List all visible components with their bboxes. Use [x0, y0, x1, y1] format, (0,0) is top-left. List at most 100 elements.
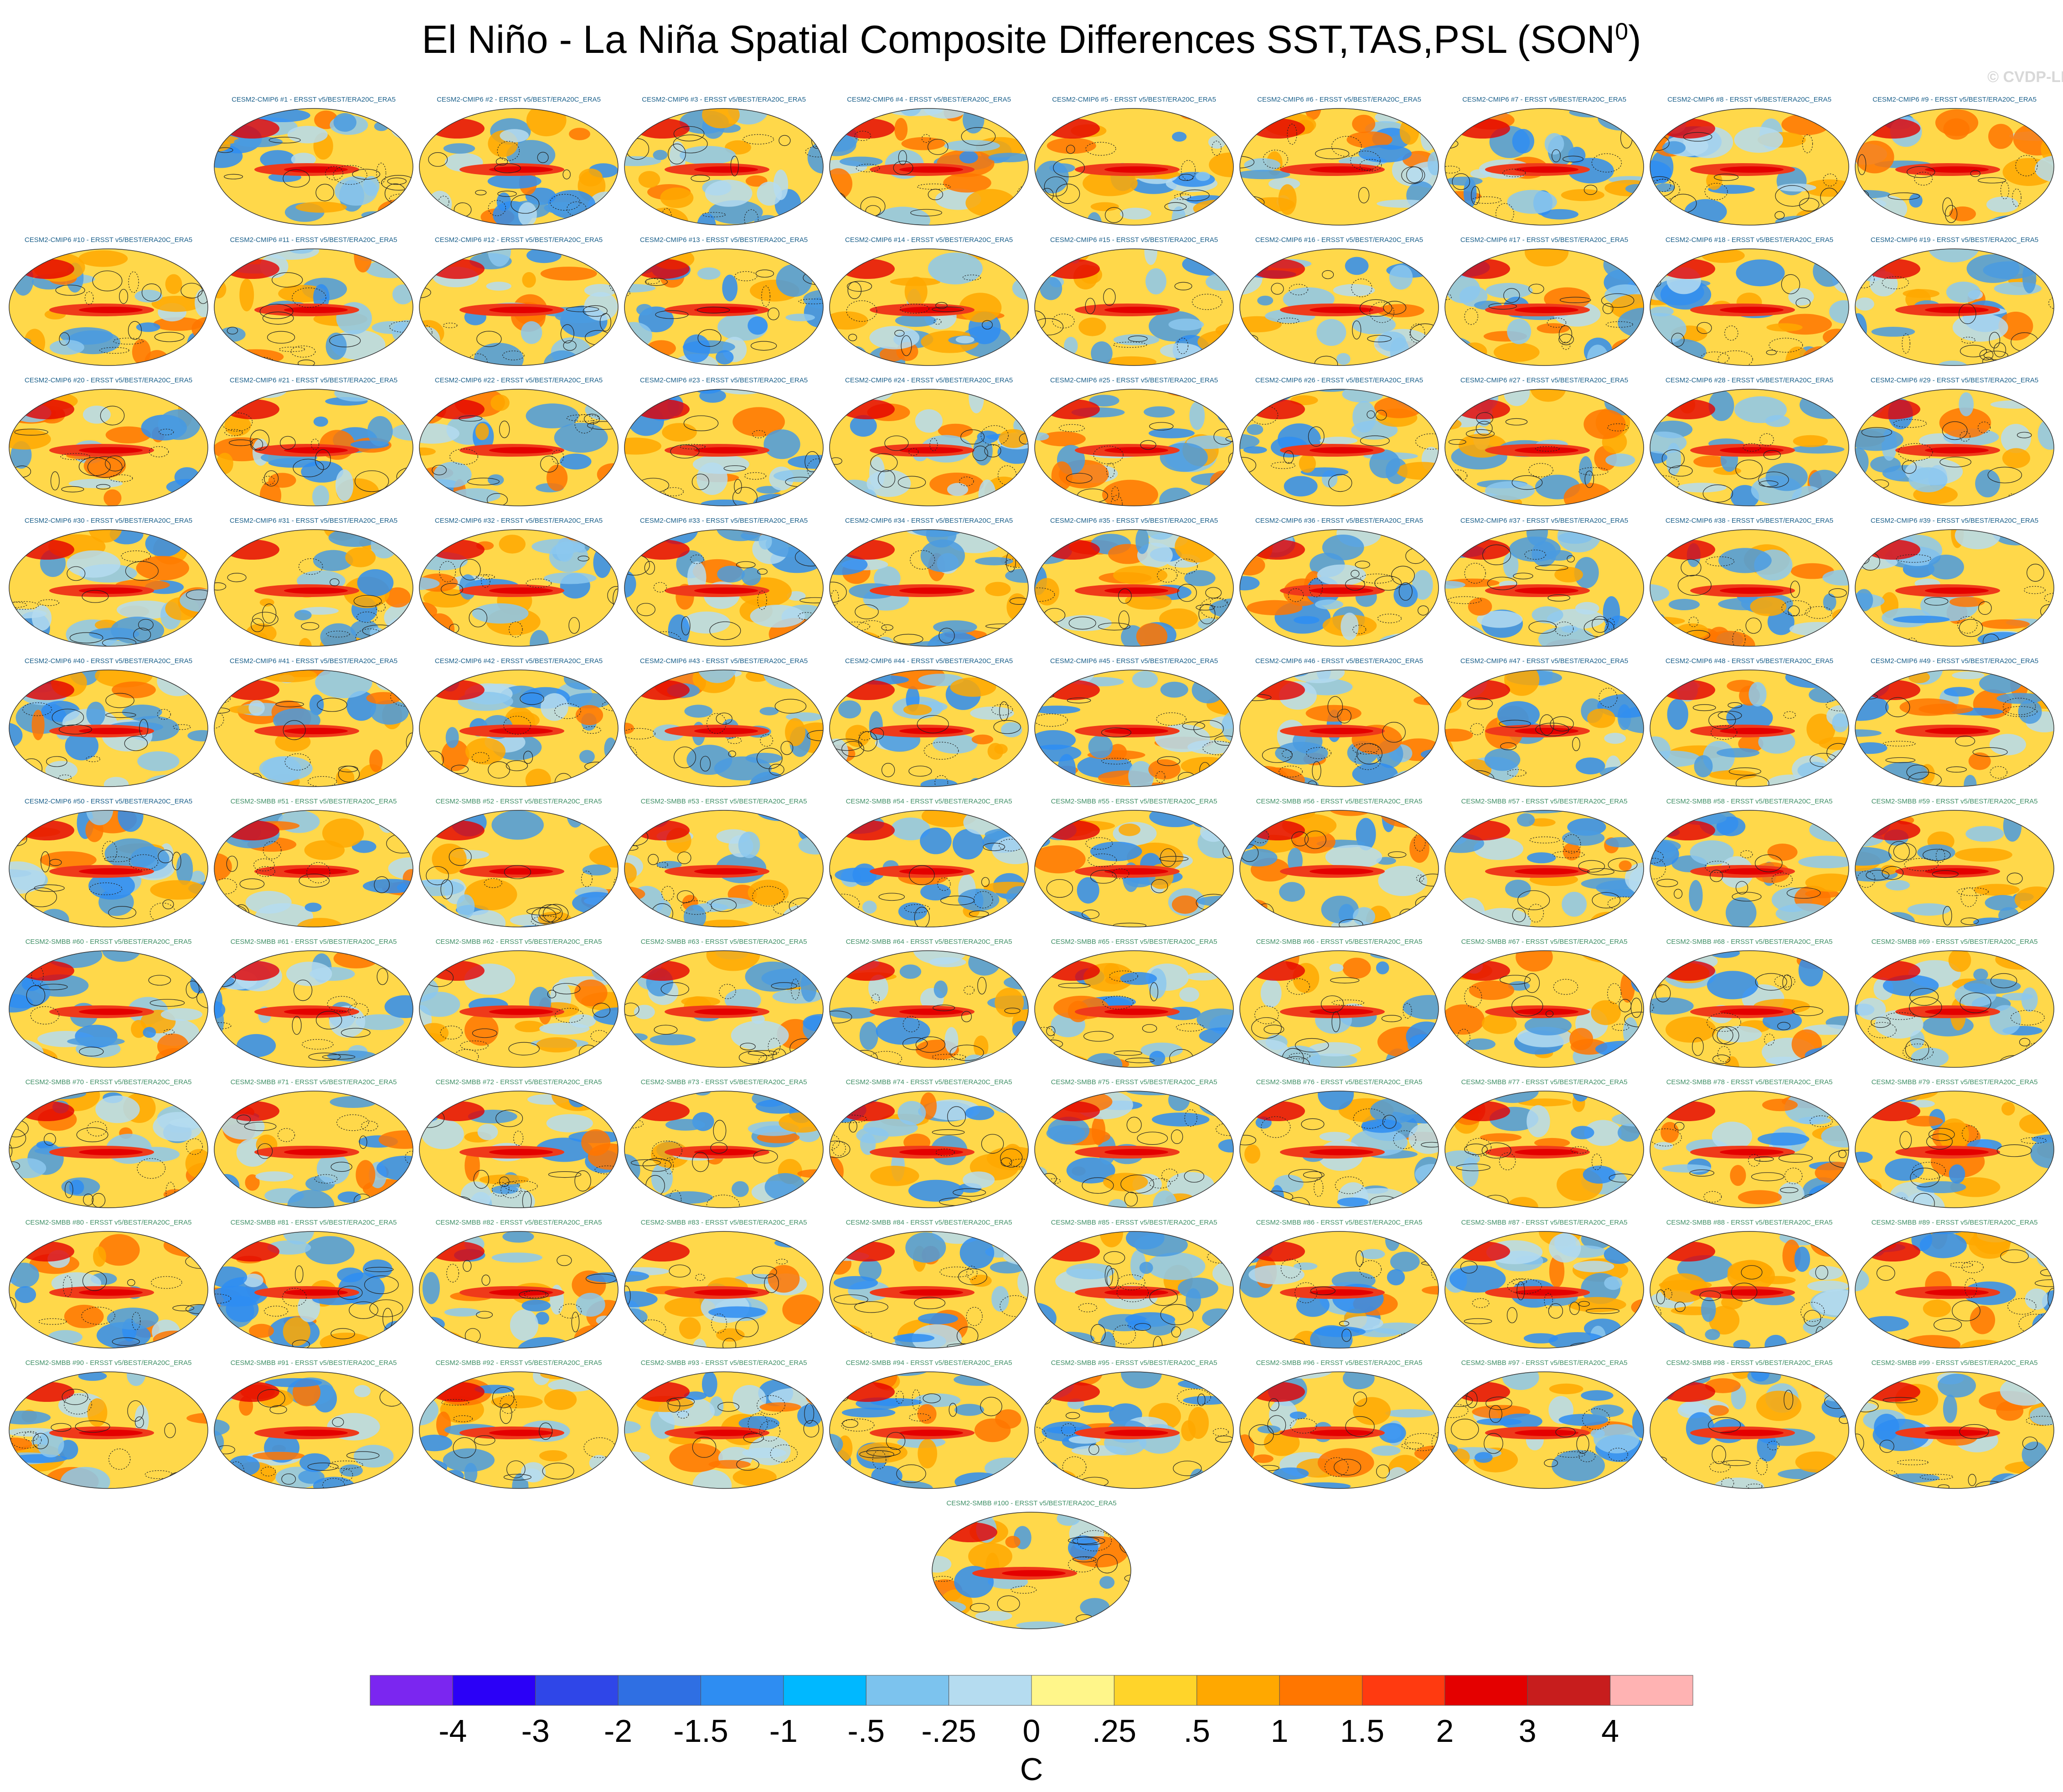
panel-label: CESM2-SMBB #79 - ERSST v5/BEST/ERA20C_ER…: [1871, 1078, 2038, 1086]
panel-label: CESM2-SMBB #96 - ERSST v5/BEST/ERA20C_ER…: [1256, 1359, 1423, 1367]
map-panel: CESM2-CMIP6 #23 - ERSST v5/BEST/ERA20C_E…: [621, 376, 826, 509]
globe-map: [1034, 950, 1234, 1068]
map-panel: CESM2-CMIP6 #15 - ERSST v5/BEST/ERA20C_E…: [1032, 236, 1237, 368]
panel-label: CESM2-CMIP6 #4 - ERSST v5/BEST/ERA20C_ER…: [847, 96, 1011, 103]
map-panel: CESM2-SMBB #74 - ERSST v5/BEST/ERA20C_ER…: [826, 1078, 1032, 1210]
globe-map: [419, 1231, 619, 1349]
map-panel: CESM2-CMIP6 #11 - ERSST v5/BEST/ERA20C_E…: [211, 236, 416, 368]
map-panel: CESM2-CMIP6 #5 - ERSST v5/BEST/ERA20C_ER…: [1032, 96, 1237, 228]
panel-label: CESM2-CMIP6 #33 - ERSST v5/BEST/ERA20C_E…: [640, 517, 808, 525]
panel-label: CESM2-CMIP6 #34 - ERSST v5/BEST/ERA20C_E…: [845, 517, 1013, 525]
map-panel: CESM2-CMIP6 #37 - ERSST v5/BEST/ERA20C_E…: [1442, 517, 1647, 649]
panel-label: CESM2-CMIP6 #20 - ERSST v5/BEST/ERA20C_E…: [24, 376, 193, 384]
map-panel: CESM2-SMBB #100 - ERSST v5/BEST/ERA20C_E…: [929, 1499, 1134, 1632]
globe-map: [624, 1371, 824, 1489]
map-panel: CESM2-CMIP6 #7 - ERSST v5/BEST/ERA20C_ER…: [1442, 96, 1647, 228]
map-panel: CESM2-CMIP6 #13 - ERSST v5/BEST/ERA20C_E…: [621, 236, 826, 368]
map-panel: CESM2-SMBB #72 - ERSST v5/BEST/ERA20C_ER…: [416, 1078, 621, 1210]
colorbar-tick-label: 1.5: [1340, 1713, 1384, 1749]
globe-map: [1444, 950, 1644, 1068]
panel-label: CESM2-CMIP6 #25 - ERSST v5/BEST/ERA20C_E…: [1050, 376, 1218, 384]
map-panel: CESM2-SMBB #62 - ERSST v5/BEST/ERA20C_ER…: [416, 938, 621, 1070]
map-panel: CESM2-CMIP6 #31 - ERSST v5/BEST/ERA20C_E…: [211, 517, 416, 649]
colorbar-tick-label: -4: [438, 1713, 467, 1749]
globe-map: [419, 108, 619, 226]
panel-label: CESM2-SMBB #54 - ERSST v5/BEST/ERA20C_ER…: [846, 798, 1012, 805]
globe-map: [1650, 1091, 1849, 1208]
globe-map: [1855, 248, 2054, 366]
globe-map: [1034, 810, 1234, 927]
globe-map: [1650, 248, 1849, 366]
panel-label: CESM2-SMBB #84 - ERSST v5/BEST/ERA20C_ER…: [846, 1219, 1012, 1226]
map-panel: CESM2-SMBB #57 - ERSST v5/BEST/ERA20C_ER…: [1442, 798, 1647, 930]
panel-label: CESM2-CMIP6 #9 - ERSST v5/BEST/ERA20C_ER…: [1872, 96, 2037, 103]
panel-label: CESM2-SMBB #65 - ERSST v5/BEST/ERA20C_ER…: [1051, 938, 1217, 946]
panel-label: CESM2-SMBB #61 - ERSST v5/BEST/ERA20C_ER…: [230, 938, 397, 946]
panel-label: CESM2-CMIP6 #5 - ERSST v5/BEST/ERA20C_ER…: [1052, 96, 1216, 103]
colorbar-tick-label: -1: [769, 1713, 798, 1749]
globe-map: [9, 1371, 208, 1489]
map-panel: CESM2-CMIP6 #14 - ERSST v5/BEST/ERA20C_E…: [826, 236, 1032, 368]
panel-label: CESM2-SMBB #85 - ERSST v5/BEST/ERA20C_ER…: [1051, 1219, 1217, 1226]
globe-map: [1034, 1371, 1234, 1489]
globe-map: [9, 389, 208, 506]
panel-label: CESM2-SMBB #58 - ERSST v5/BEST/ERA20C_ER…: [1666, 798, 1833, 805]
title-superscript: 0: [1615, 18, 1628, 45]
map-panel: CESM2-CMIP6 #50 - ERSST v5/BEST/ERA20C_E…: [6, 798, 211, 930]
map-panel: CESM2-SMBB #89 - ERSST v5/BEST/ERA20C_ER…: [1852, 1219, 2057, 1351]
map-panel: CESM2-SMBB #55 - ERSST v5/BEST/ERA20C_ER…: [1032, 798, 1237, 930]
globe-map: [1239, 950, 1439, 1068]
globe-map: [214, 1091, 413, 1208]
panel-label: CESM2-CMIP6 #35 - ERSST v5/BEST/ERA20C_E…: [1050, 517, 1218, 525]
map-panel: CESM2-SMBB #58 - ERSST v5/BEST/ERA20C_ER…: [1647, 798, 1852, 930]
globe-map: [9, 1231, 208, 1349]
map-panel: CESM2-SMBB #98 - ERSST v5/BEST/ERA20C_ER…: [1647, 1359, 1852, 1491]
globe-map: [1034, 669, 1234, 787]
panel-label: CESM2-CMIP6 #27 - ERSST v5/BEST/ERA20C_E…: [1460, 376, 1629, 384]
globe-map: [214, 950, 413, 1068]
map-panel: CESM2-CMIP6 #28 - ERSST v5/BEST/ERA20C_E…: [1647, 376, 1852, 509]
map-panel: CESM2-CMIP6 #22 - ERSST v5/BEST/ERA20C_E…: [416, 376, 621, 509]
panel-label: CESM2-CMIP6 #12 - ERSST v5/BEST/ERA20C_E…: [434, 236, 603, 244]
panel-label: CESM2-SMBB #68 - ERSST v5/BEST/ERA20C_ER…: [1666, 938, 1833, 946]
panel-label: CESM2-SMBB #97 - ERSST v5/BEST/ERA20C_ER…: [1461, 1359, 1628, 1367]
map-panel: CESM2-CMIP6 #26 - ERSST v5/BEST/ERA20C_E…: [1237, 376, 1442, 509]
panel-label: CESM2-SMBB #95 - ERSST v5/BEST/ERA20C_ER…: [1051, 1359, 1217, 1367]
map-panel: CESM2-SMBB #83 - ERSST v5/BEST/ERA20C_ER…: [621, 1219, 826, 1351]
globe-map: [1444, 529, 1644, 647]
panel-label: CESM2-SMBB #53 - ERSST v5/BEST/ERA20C_ER…: [640, 798, 807, 805]
map-panel: CESM2-SMBB #91 - ERSST v5/BEST/ERA20C_ER…: [211, 1359, 416, 1491]
map-panel: CESM2-SMBB #69 - ERSST v5/BEST/ERA20C_ER…: [1852, 938, 2057, 1070]
panel-label: CESM2-SMBB #66 - ERSST v5/BEST/ERA20C_ER…: [1256, 938, 1423, 946]
panel-label: CESM2-CMIP6 #49 - ERSST v5/BEST/ERA20C_E…: [1870, 657, 2039, 665]
globe-map: [214, 669, 413, 787]
map-panel: CESM2-CMIP6 #17 - ERSST v5/BEST/ERA20C_E…: [1442, 236, 1647, 368]
map-panel: CESM2-CMIP6 #36 - ERSST v5/BEST/ERA20C_E…: [1237, 517, 1442, 649]
map-panel: CESM2-CMIP6 #33 - ERSST v5/BEST/ERA20C_E…: [621, 517, 826, 649]
panel-label: CESM2-SMBB #56 - ERSST v5/BEST/ERA20C_ER…: [1256, 798, 1423, 805]
globe-map: [1239, 669, 1439, 787]
globe-map: [624, 529, 824, 647]
globe-map: [829, 108, 1029, 226]
panel-label: CESM2-SMBB #99 - ERSST v5/BEST/ERA20C_ER…: [1871, 1359, 2038, 1367]
map-panel: CESM2-CMIP6 #39 - ERSST v5/BEST/ERA20C_E…: [1852, 517, 2057, 649]
panel-label: CESM2-CMIP6 #32 - ERSST v5/BEST/ERA20C_E…: [434, 517, 603, 525]
globe-map: [9, 1091, 208, 1208]
panel-label: CESM2-SMBB #55 - ERSST v5/BEST/ERA20C_ER…: [1051, 798, 1217, 805]
map-panel: CESM2-SMBB #59 - ERSST v5/BEST/ERA20C_ER…: [1852, 798, 2057, 930]
map-panel: CESM2-SMBB #70 - ERSST v5/BEST/ERA20C_ER…: [6, 1078, 211, 1210]
globe-map: [1650, 950, 1849, 1068]
globe-map: [829, 248, 1029, 366]
panel-label: CESM2-SMBB #78 - ERSST v5/BEST/ERA20C_ER…: [1666, 1078, 1833, 1086]
globe-map: [1650, 529, 1849, 647]
panel-label: CESM2-CMIP6 #23 - ERSST v5/BEST/ERA20C_E…: [640, 376, 808, 384]
map-panel: CESM2-CMIP6 #35 - ERSST v5/BEST/ERA20C_E…: [1032, 517, 1237, 649]
panel-label: CESM2-SMBB #52 - ERSST v5/BEST/ERA20C_ER…: [435, 798, 602, 805]
globe-map: [1239, 108, 1439, 226]
map-panel: CESM2-SMBB #80 - ERSST v5/BEST/ERA20C_ER…: [6, 1219, 211, 1351]
globe-map: [1444, 108, 1644, 226]
globe-map: [419, 248, 619, 366]
globe-map: [1239, 529, 1439, 647]
panel-label: CESM2-SMBB #86 - ERSST v5/BEST/ERA20C_ER…: [1256, 1219, 1423, 1226]
map-panel: CESM2-CMIP6 #24 - ERSST v5/BEST/ERA20C_E…: [826, 376, 1032, 509]
